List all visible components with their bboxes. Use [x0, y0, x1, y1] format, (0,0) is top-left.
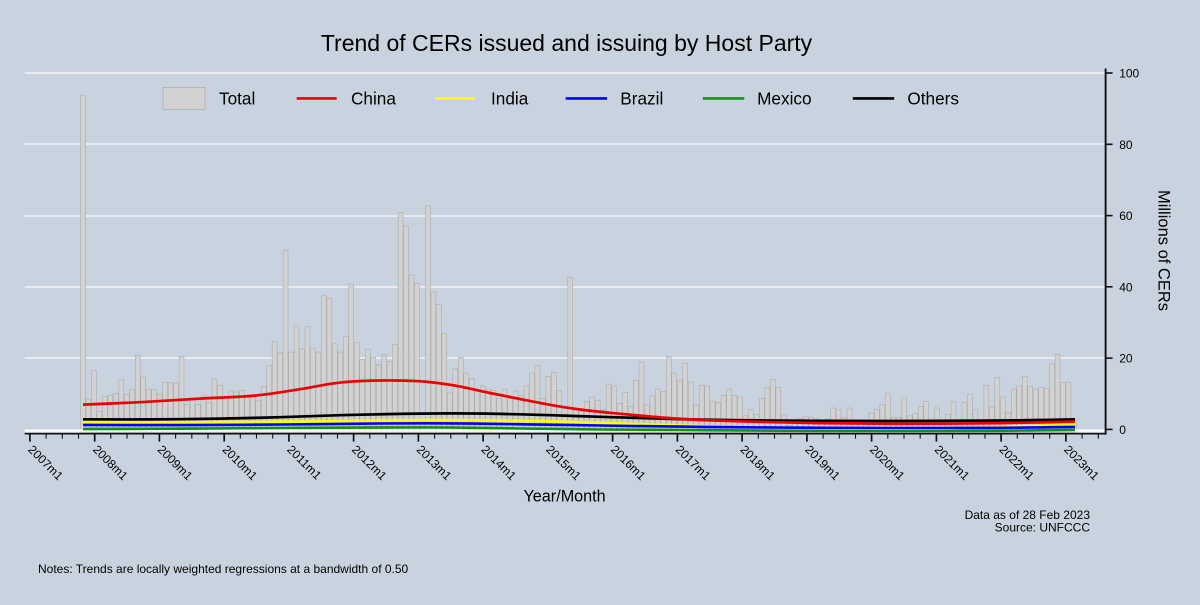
svg-text:Millions of CERs: Millions of CERs [1155, 190, 1173, 311]
svg-text:60: 60 [1119, 209, 1133, 223]
svg-text:India: India [491, 89, 529, 109]
svg-text:Trend of CERs issued and issui: Trend of CERs issued and issuing by Host… [321, 30, 813, 56]
svg-text:Source: UNFCCC: Source: UNFCCC [995, 521, 1091, 535]
svg-text:0: 0 [1119, 423, 1126, 437]
svg-text:100: 100 [1119, 67, 1139, 81]
svg-text:20: 20 [1119, 352, 1133, 366]
svg-text:Mexico: Mexico [757, 89, 811, 109]
svg-text:Notes: Trends are locally weig: Notes: Trends are locally weighted regre… [38, 562, 409, 576]
svg-text:Others: Others [907, 89, 959, 109]
svg-text:40: 40 [1119, 280, 1133, 294]
svg-text:Total: Total [219, 89, 255, 109]
svg-text:Year/Month: Year/Month [523, 488, 605, 506]
svg-text:80: 80 [1119, 138, 1133, 152]
svg-text:China: China [351, 89, 396, 109]
svg-text:Data as of 28 Feb 2023: Data as of 28 Feb 2023 [965, 508, 1091, 522]
svg-text:Brazil: Brazil [620, 89, 663, 109]
